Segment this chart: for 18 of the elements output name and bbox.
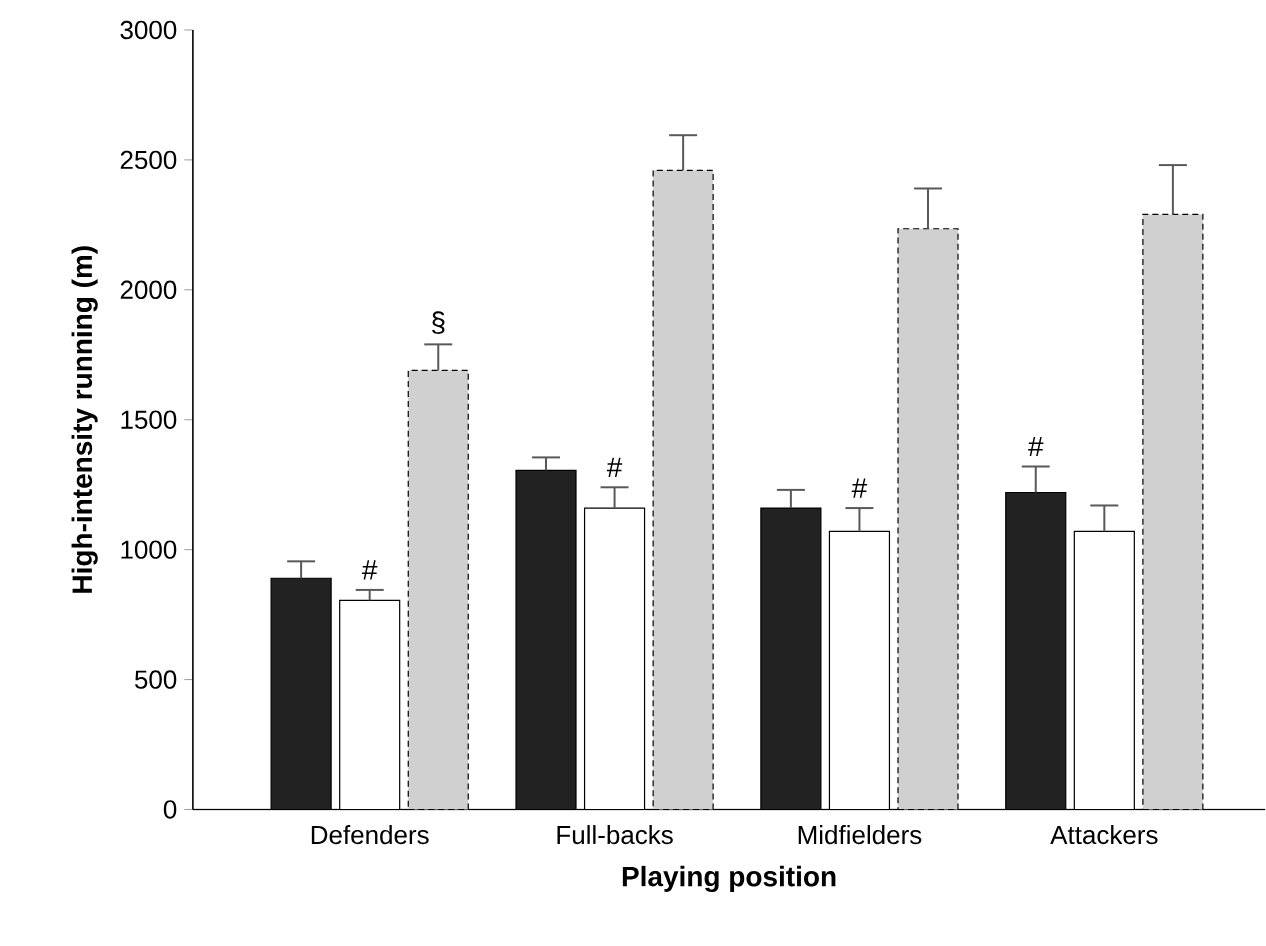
y-tick-label: 2500: [120, 150, 177, 169]
y-tick-label: 3000: [120, 20, 177, 39]
y-tick-label: 2000: [120, 280, 177, 299]
x-tick-label: Attackers: [1050, 824, 1158, 844]
y-tick-label: 500: [134, 670, 177, 689]
x-tick-label: Full-backs: [557, 824, 673, 844]
x-tick-label: Defenders: [311, 824, 429, 844]
annotation: #: [606, 457, 623, 477]
x-axis-title: Playing position: [622, 865, 836, 892]
y-tick-label: 1500: [121, 410, 177, 429]
y-tick-label: 0: [163, 800, 177, 819]
annotation: #: [362, 560, 378, 580]
annotation: #: [1028, 436, 1044, 456]
y-axis-title: High-intensity running (m): [71, 246, 98, 593]
annotation: #: [851, 478, 868, 498]
y-tick-label: 1000: [121, 540, 177, 559]
annotation: §: [432, 311, 445, 334]
x-tick-label: Midfielders: [798, 824, 922, 844]
